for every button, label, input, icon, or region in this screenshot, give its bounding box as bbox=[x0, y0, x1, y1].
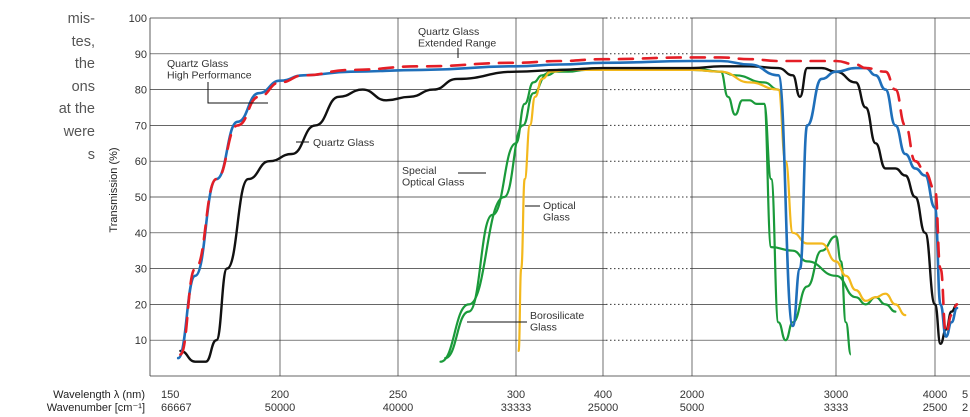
side-text-line: at the bbox=[58, 101, 95, 118]
label-quartz-glass-line: Quartz Glass bbox=[313, 137, 374, 149]
y-tick-label: 50 bbox=[135, 192, 147, 204]
label-special-optical-glass-line: Optical Glass bbox=[402, 177, 464, 189]
side-text-line: were bbox=[63, 123, 95, 140]
y-tick-label: 70 bbox=[135, 120, 147, 132]
x-tick-wavelength: 150 bbox=[161, 389, 179, 401]
x-tick-wavelength: 200 bbox=[271, 389, 289, 401]
x-tick-wavenumber: 5000 bbox=[680, 402, 704, 414]
series-line-qg_ext bbox=[179, 56, 959, 356]
x-axis-label-wavenumber: Wavenumber [cm⁻¹] bbox=[47, 402, 145, 414]
x-tick-wavelength: 400 bbox=[594, 389, 612, 401]
leader-line bbox=[207, 82, 268, 104]
side-paragraph-fragment: mis- tes, the ons at the were s bbox=[0, 8, 95, 166]
label-special-optical-glass-line: Special bbox=[402, 165, 436, 177]
series-line-qg bbox=[179, 65, 959, 363]
label-optical-glass-line: Glass bbox=[543, 212, 570, 224]
label-borosilicate-glass-line: Glass bbox=[530, 322, 557, 334]
x-tick-wavelength: 3000 bbox=[824, 389, 848, 401]
x-tick-wavelength: 5 bbox=[962, 389, 968, 401]
y-tick-label: 100 bbox=[129, 13, 147, 25]
x-tick-wavelength: 4000 bbox=[923, 389, 947, 401]
label-qg-extended-line: Extended Range bbox=[418, 38, 496, 50]
y-tick-label: 60 bbox=[135, 156, 147, 168]
chart-grid bbox=[149, 17, 970, 377]
y-tick-label: 40 bbox=[135, 228, 147, 240]
label-borosilicate-glass-line: Borosilicate bbox=[530, 310, 584, 322]
x-tick-wavelength: 300 bbox=[507, 389, 525, 401]
y-tick-label: 30 bbox=[135, 264, 147, 276]
label-qg-extended-line: Quartz Glass bbox=[418, 26, 479, 38]
side-text-line: ons bbox=[71, 78, 95, 95]
x-tick-wavenumber: 25000 bbox=[588, 402, 619, 414]
side-text-line: tes, bbox=[71, 33, 95, 50]
x-tick-wavenumber: 40000 bbox=[383, 402, 414, 414]
y-tick-label: 10 bbox=[135, 335, 147, 347]
y-tick-label: 90 bbox=[135, 49, 147, 61]
x-tick-wavenumber: 3333 bbox=[824, 402, 848, 414]
label-optical-glass-line: Optical bbox=[543, 200, 576, 212]
y-tick-label: 80 bbox=[135, 85, 147, 97]
y-axis-label: Transmission (%) bbox=[108, 147, 120, 232]
x-tick-labels: 1506666720050000250400003003333340025000… bbox=[161, 389, 968, 414]
x-tick-wavenumber: 66667 bbox=[161, 402, 192, 414]
x-tick-wavelength: 2000 bbox=[680, 389, 704, 401]
label-quartz-glass: Quartz Glass bbox=[313, 137, 374, 149]
series-line-optical bbox=[517, 68, 907, 352]
x-tick-wavenumber: 33333 bbox=[501, 402, 532, 414]
side-text-line: the bbox=[74, 56, 95, 73]
label-qg-high-performance-line: High Performance bbox=[167, 70, 252, 82]
x-tick-wavenumber: 2 bbox=[962, 402, 968, 414]
series-branch-special bbox=[762, 102, 852, 356]
x-tick-wavenumber: 50000 bbox=[265, 402, 296, 414]
y-tick-labels: 10 20 30 40 50 60 70 80 90 100 bbox=[129, 13, 147, 347]
x-tick-wavelength: 250 bbox=[389, 389, 407, 401]
side-text-line: s bbox=[87, 146, 95, 163]
y-tick-label: 20 bbox=[135, 299, 147, 311]
x-axis-label-wavelength: Wavelength λ (nm) bbox=[53, 389, 145, 401]
side-text-line: mis- bbox=[67, 11, 95, 27]
x-tick-wavenumber: 2500 bbox=[923, 402, 947, 414]
label-qg-high-performance-line: Quartz Glass bbox=[167, 58, 228, 70]
series-line-special bbox=[444, 68, 897, 360]
chart-series bbox=[176, 56, 959, 363]
